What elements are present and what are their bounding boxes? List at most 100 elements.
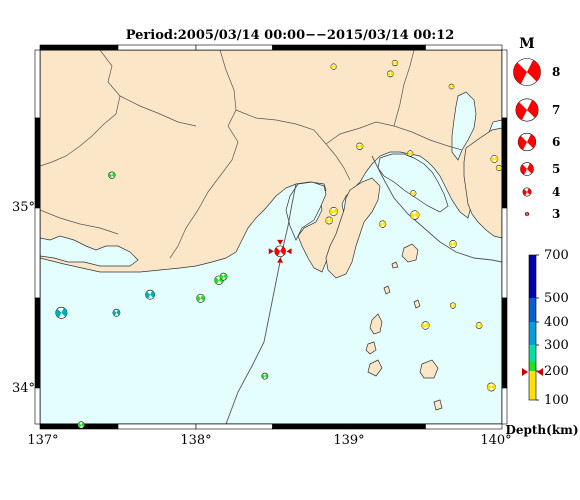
event-beach-ball (325, 216, 333, 225)
event-beach-ball (219, 272, 228, 281)
lon-label-139: 139° (333, 433, 364, 448)
depth-tick-label: 100 (544, 393, 569, 408)
depth-color-segment (529, 255, 536, 298)
island-mikurajima (433, 399, 443, 411)
depth-color-segment (529, 371, 536, 400)
event-beach-ball (329, 207, 339, 216)
depth-color-segment (529, 298, 536, 322)
frame-bar-left (34, 297, 41, 389)
lon-label-137: 137° (27, 433, 58, 448)
land-boso-peninsula (463, 127, 502, 239)
magnitude-legend-ball (515, 98, 539, 122)
frame-bar-bottom (195, 423, 273, 430)
depth-legend-title: Depth(km) (505, 423, 578, 437)
depth-color-segment (529, 362, 536, 371)
frame-bar-left (34, 49, 41, 119)
bay-mikawa (40, 235, 139, 267)
prefecture-borders (40, 50, 463, 259)
event-beach-ball (495, 164, 503, 172)
magnitude-legend-ball (513, 58, 541, 86)
magnitude-legend-label: 6 (552, 135, 560, 149)
frame-bar-top (39, 44, 119, 51)
frame-bar-right (501, 117, 508, 209)
latest-event-marker (277, 239, 284, 245)
frame-bar-top (117, 44, 197, 51)
event-beach-ball (379, 220, 387, 228)
event-beach-ball (421, 321, 430, 330)
map-title: Period:2005/03/14 00:00−−2015/03/14 00:1… (125, 28, 455, 43)
frame-bar-bottom (117, 423, 197, 430)
magnitude-legend-label: 3 (552, 207, 560, 221)
frame-bar-top (272, 44, 350, 51)
depth-pointer-left (522, 368, 528, 376)
magnitude-legend-label: 4 (552, 185, 560, 199)
event-beach-ball (410, 210, 420, 220)
event-beach-ball (108, 171, 116, 179)
island-kozushima (367, 359, 383, 377)
land-honshu (40, 50, 502, 273)
frame-bar-bottom (425, 423, 503, 430)
event-beach-ball (196, 293, 205, 303)
depth-legend: 700 500 400 300 200 100 (522, 248, 569, 408)
depth-color-segment (529, 322, 536, 345)
frame-bar-right (501, 207, 508, 299)
event-beach-ball (356, 142, 364, 150)
event-beach-ball (261, 372, 269, 380)
event-beach-ball (407, 150, 414, 157)
frame-bar-top (425, 44, 503, 51)
event-beach-ball (486, 382, 496, 392)
magnitude-legend-ball (522, 187, 532, 197)
magnitude-legend-ball (520, 162, 534, 176)
frame-bar-bottom (348, 423, 426, 430)
island-miyakejima (419, 359, 439, 379)
depth-tick-label: 300 (544, 338, 569, 353)
magnitude-legend: 8 7 6 5 4 3 (513, 58, 560, 221)
depth-tick-label: 700 (544, 248, 569, 263)
event-beach-ball (449, 240, 457, 248)
event-beach-ball (112, 308, 121, 317)
latest-event-marker (286, 248, 292, 255)
event-beach-ball (145, 289, 155, 300)
frame-bar-bottom (272, 423, 350, 430)
event-beach-ball (490, 155, 499, 163)
event-beach-ball (386, 70, 394, 78)
frame-bar-top (195, 44, 273, 51)
event-beach-ball (448, 83, 455, 90)
magnitude-legend-label: 8 (552, 65, 560, 79)
event-beach-ball (410, 190, 417, 197)
island-niijima (369, 313, 383, 335)
event-beach-ball (391, 59, 398, 67)
frame-bar-right (501, 387, 508, 425)
event-beach-ball (330, 63, 337, 70)
island-toshima (391, 261, 399, 269)
magnitude-legend-title: M (519, 36, 535, 52)
magnitude-legend-label: 7 (552, 103, 560, 117)
lat-label-34: 34° (12, 381, 35, 396)
lat-label-35: 35° (12, 200, 35, 215)
trench-lines (225, 155, 502, 424)
frame-bar-top (348, 44, 426, 51)
frame-bar-right (501, 49, 508, 119)
depth-pointer-right (537, 368, 543, 376)
event-beach-ball (274, 245, 286, 257)
island-shikinejima (365, 341, 377, 355)
land-izu-peninsula (325, 177, 381, 279)
lon-label-140: 140° (480, 433, 511, 448)
frame-bar-left (34, 117, 41, 209)
latest-event-marker (277, 257, 284, 263)
bay-suruga (285, 181, 327, 241)
depth-tick-label: 200 (544, 364, 569, 379)
event-beach-ball (449, 302, 457, 309)
magnitude-legend-ball (524, 211, 530, 217)
event-beach-ball (77, 421, 85, 429)
focal-mechanism-events (55, 59, 503, 429)
frame-bar-left (34, 207, 41, 299)
frame-bar-right (501, 297, 508, 389)
island-oshima (401, 243, 419, 263)
magnitude-legend-label: 5 (552, 162, 560, 176)
event-beach-ball (55, 306, 68, 319)
magnitude-legend-ball (517, 132, 537, 152)
event-beach-ball (475, 322, 483, 329)
island-small-1 (383, 285, 391, 295)
